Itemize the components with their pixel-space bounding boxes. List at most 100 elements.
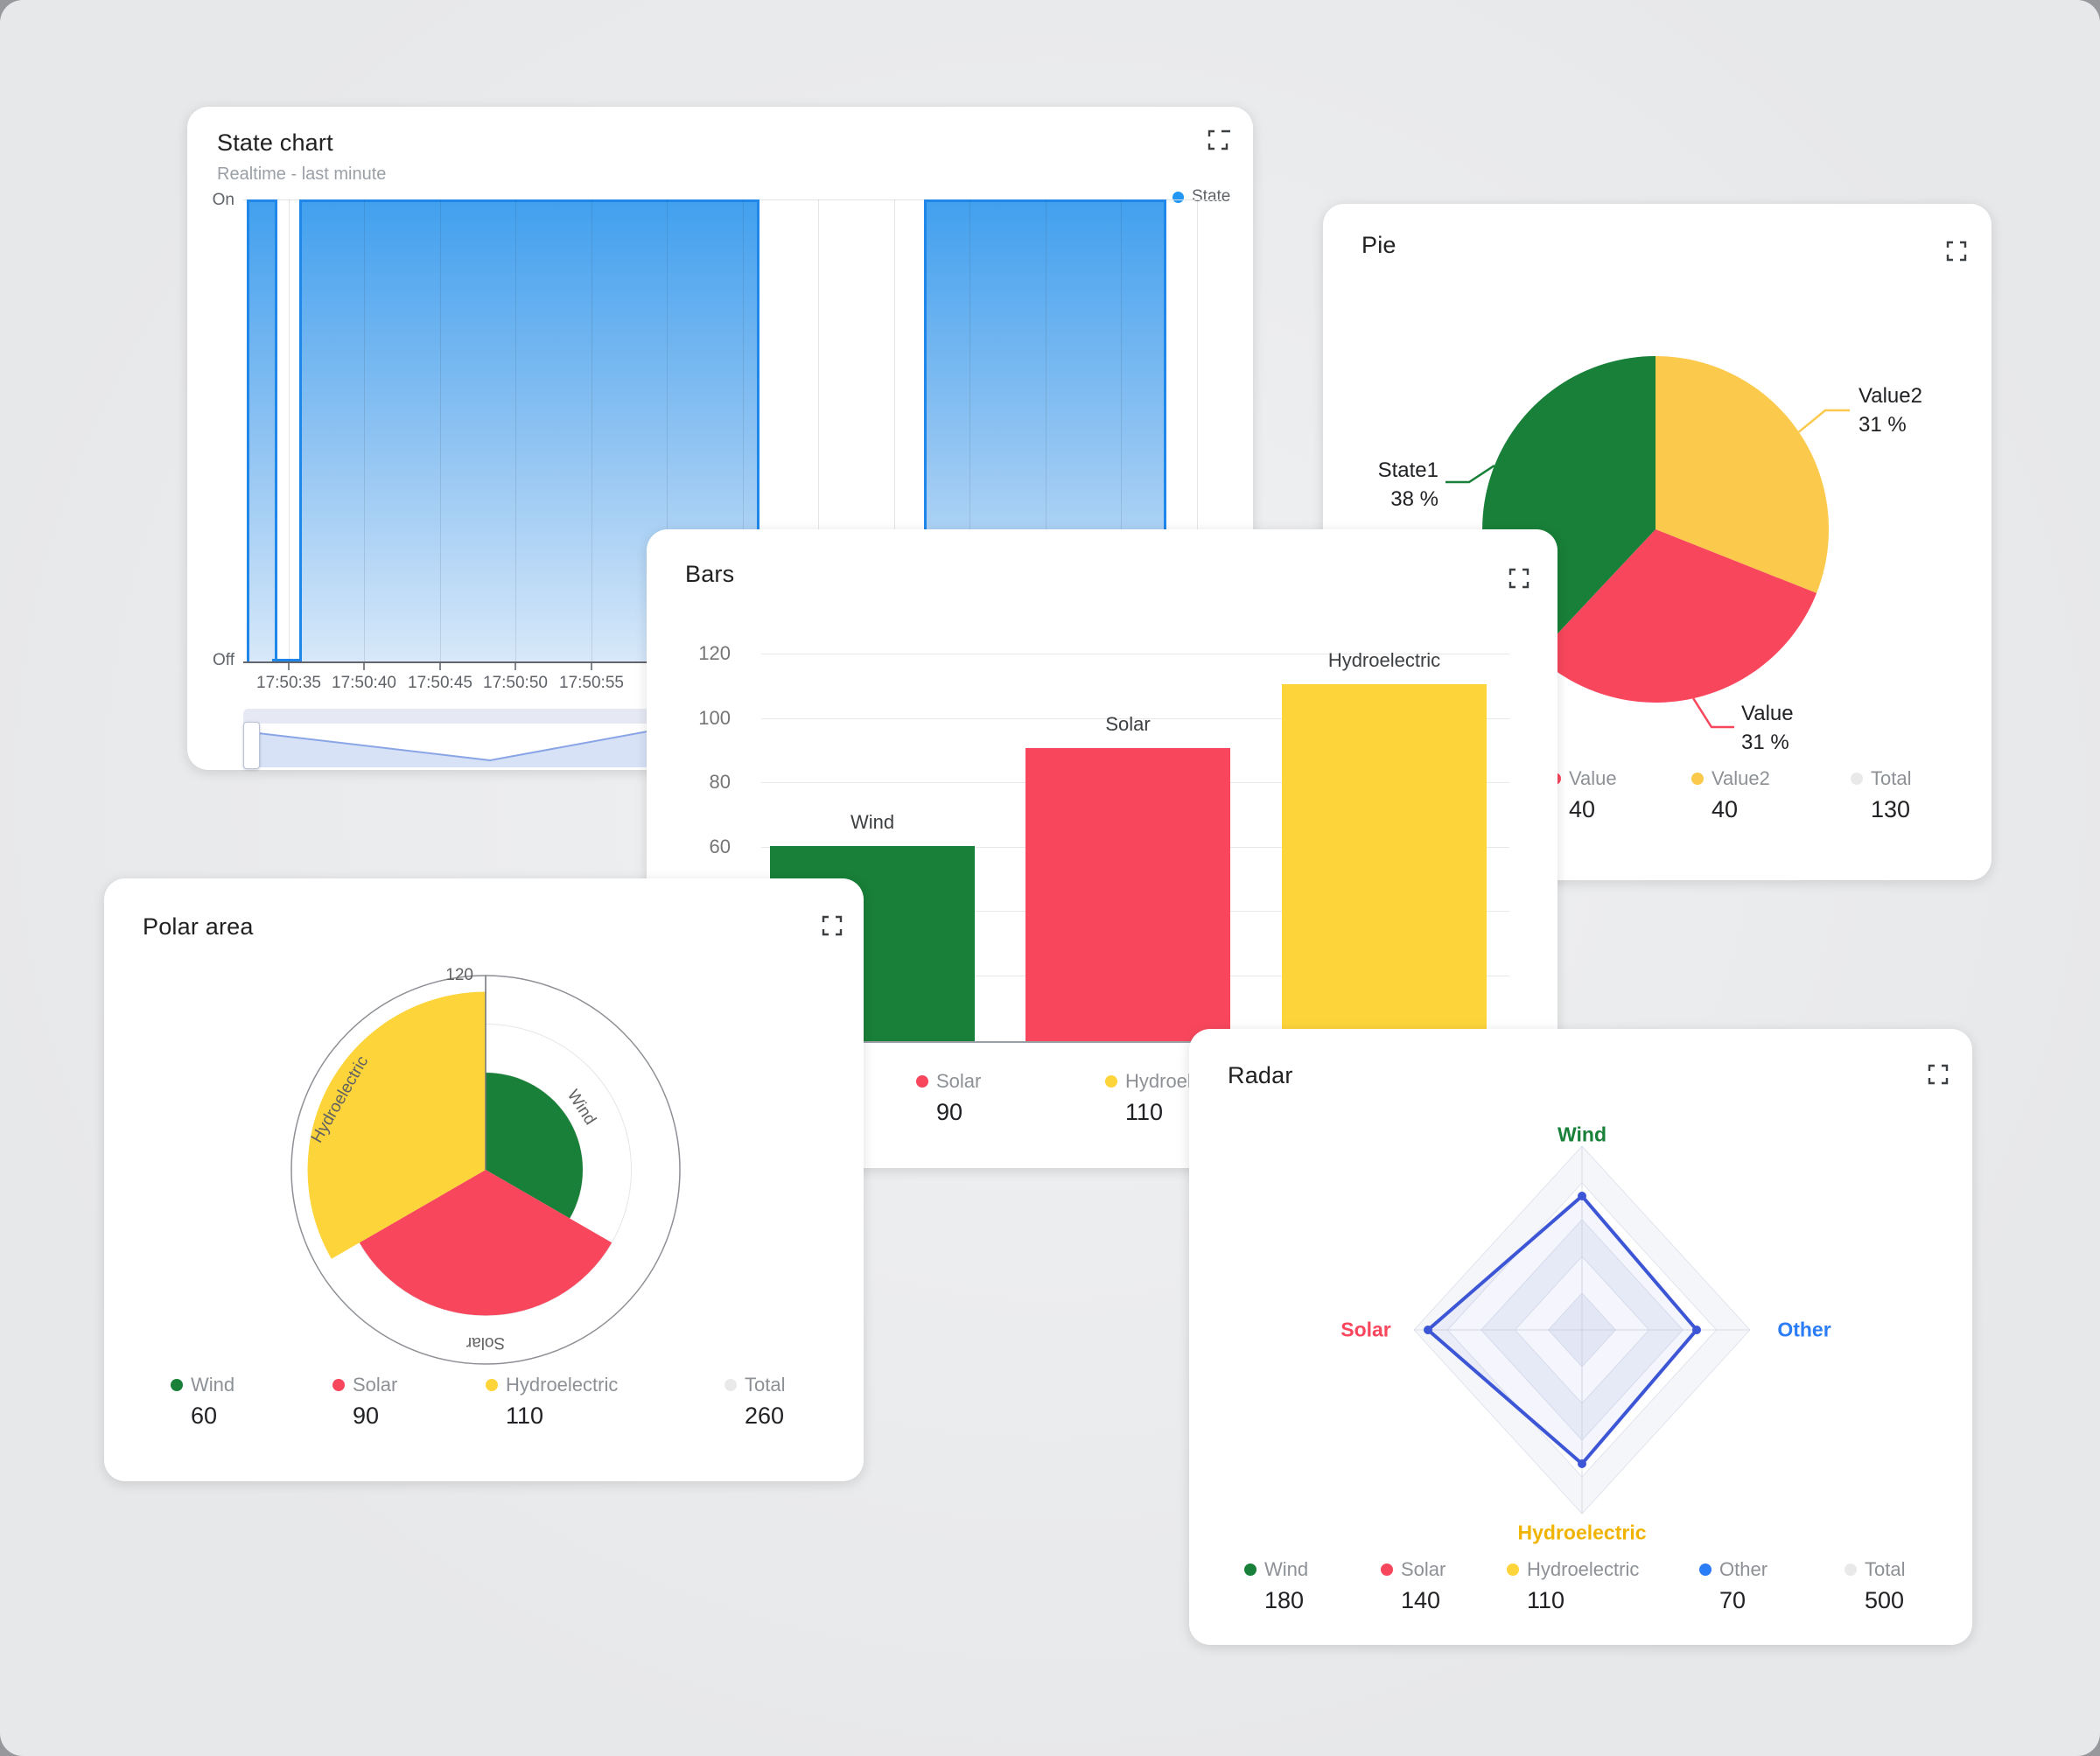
legend-value: 110 <box>1527 1587 1565 1613</box>
polar-sector-solar[interactable] <box>359 1170 612 1316</box>
legend-value: 140 <box>1401 1587 1441 1613</box>
legend-label: Solar <box>1401 1558 1446 1580</box>
legend-item-other[interactable]: Other 70 <box>1699 1558 1768 1614</box>
legend-value: 130 <box>1871 796 1911 822</box>
fullscreen-icon[interactable] <box>1507 566 1531 591</box>
pie-slice-value[interactable] <box>1536 529 1817 703</box>
axis-tick <box>514 663 516 670</box>
radar-vertex <box>1578 1192 1586 1200</box>
y-tick-label: 80 <box>709 771 731 793</box>
pie-card: Pie Value2 31 % State1 38 % Value 31 % V… <box>1323 204 1992 880</box>
radar-chart <box>1413 1145 1751 1515</box>
legend-item-value2[interactable]: Value2 40 <box>1691 767 1770 823</box>
legend-dot <box>1105 1075 1117 1088</box>
radar-card: Radar Wind Other Hydroelectric Solar Win… <box>1189 1029 1972 1645</box>
bar-label: Hydroelectric <box>1327 649 1441 671</box>
legend-dot <box>171 1379 183 1391</box>
legend-value: 180 <box>1264 1587 1305 1613</box>
legend-dot <box>1381 1564 1393 1576</box>
radar-vertex <box>1424 1326 1432 1334</box>
r-tick-label: 120 <box>445 966 473 984</box>
legend-label: State <box>1192 187 1231 206</box>
legend-item-value[interactable]: Value 40 <box>1549 767 1617 823</box>
pie-callout-state1: State1 38 % <box>1377 458 1438 511</box>
navigator-handle[interactable] <box>243 722 260 769</box>
gridline <box>289 199 290 661</box>
x-tick-label: 17:50:50 <box>483 674 548 692</box>
legend-dot <box>332 1379 345 1391</box>
fullscreen-icon[interactable] <box>1206 128 1230 152</box>
pie-slice-value2[interactable] <box>1656 356 1830 593</box>
radar-axis-label-other: Other <box>1777 1318 1831 1341</box>
radar-vertex <box>1578 1459 1586 1468</box>
legend-value: 110 <box>506 1403 544 1429</box>
axis-tick <box>439 663 441 670</box>
legend-item-hydroelectric[interactable]: Hydroelectric 110 <box>1507 1558 1639 1614</box>
legend-label: Total <box>1871 767 1912 789</box>
legend-label: Other <box>1719 1558 1768 1580</box>
legend-item-solar[interactable]: Solar 90 <box>916 1070 981 1126</box>
bar-label: Wind <box>850 811 895 833</box>
legend-item-total[interactable]: Total 500 <box>1844 1558 1905 1614</box>
bar-label: Solar <box>1105 713 1151 735</box>
legend-dot <box>1699 1564 1712 1576</box>
polar-chart <box>290 975 681 1365</box>
gridline <box>364 199 365 661</box>
bar-hydroelectric[interactable] <box>1282 684 1487 1042</box>
legend-item-wind[interactable]: Wind 60 <box>171 1374 234 1430</box>
polar-category-label: Solar <box>466 1333 506 1352</box>
pie-callout-value: Value 31 % <box>1741 702 1794 754</box>
legend-dot <box>486 1379 498 1391</box>
y-tick-label: On <box>212 191 234 209</box>
legend-label: Solar <box>936 1070 982 1092</box>
gridline <box>894 199 895 661</box>
card-title: Radar <box>1228 1062 1293 1088</box>
fullscreen-icon[interactable] <box>1944 239 1969 263</box>
legend-label: Solar <box>353 1374 398 1396</box>
radar-axis-label-hydroelectric: Hydroelectric <box>1517 1521 1647 1544</box>
axis-tick <box>591 663 592 670</box>
polar-sector-hydroelectric[interactable] <box>307 991 486 1259</box>
legend-dot <box>1507 1564 1519 1576</box>
legend-item-hydroelectric[interactable]: Hydroelectric 110 <box>486 1374 618 1430</box>
legend-value: 260 <box>745 1403 785 1429</box>
legend-dot <box>1844 1564 1857 1576</box>
legend-label: Value2 <box>1712 767 1770 789</box>
legend-label: Wind <box>1264 1558 1309 1580</box>
bar-solar[interactable] <box>1026 748 1230 1042</box>
legend-item-solar[interactable]: Solar 140 <box>1381 1558 1446 1614</box>
card-title: Pie <box>1362 232 1396 258</box>
gridline <box>667 199 668 661</box>
legend-dot <box>1691 773 1704 785</box>
radar-axis-label-solar: Solar <box>1340 1318 1391 1341</box>
legend-dot <box>916 1075 928 1088</box>
legend-value: 60 <box>191 1403 218 1429</box>
legend-item-wind[interactable]: Wind 180 <box>1244 1558 1308 1614</box>
card-subtitle: Realtime - last minute <box>217 164 387 184</box>
y-tick-label: 120 <box>698 642 731 664</box>
legend-item-total[interactable]: Total 130 <box>1851 767 1911 823</box>
card-title: Polar area <box>143 913 254 940</box>
legend-value: 40 <box>1569 796 1596 822</box>
legend-value: 90 <box>353 1403 380 1429</box>
legend-value: 40 <box>1712 796 1739 822</box>
polar-sector-wind[interactable] <box>486 1073 583 1219</box>
fullscreen-icon[interactable] <box>1926 1062 1950 1087</box>
legend-item-solar[interactable]: Solar 90 <box>332 1374 397 1430</box>
y-tick-label: Off <box>213 651 234 669</box>
y-tick-label: 100 <box>698 707 731 729</box>
gridline <box>1197 199 1198 661</box>
legend-item-total[interactable]: Total 260 <box>724 1374 785 1430</box>
legend-label: Wind <box>191 1374 235 1396</box>
legend-label: Total <box>1865 1558 1906 1580</box>
x-tick-label: 17:50:35 <box>256 674 321 692</box>
state-area-segment[interactable] <box>247 199 277 661</box>
axis-tick <box>288 663 290 670</box>
gridline <box>440 199 441 661</box>
gridline <box>818 199 819 661</box>
gridline <box>761 718 1509 719</box>
legend-label: Total <box>745 1374 786 1396</box>
fullscreen-icon[interactable] <box>820 913 844 938</box>
x-tick-label: 17:50:40 <box>332 674 396 692</box>
